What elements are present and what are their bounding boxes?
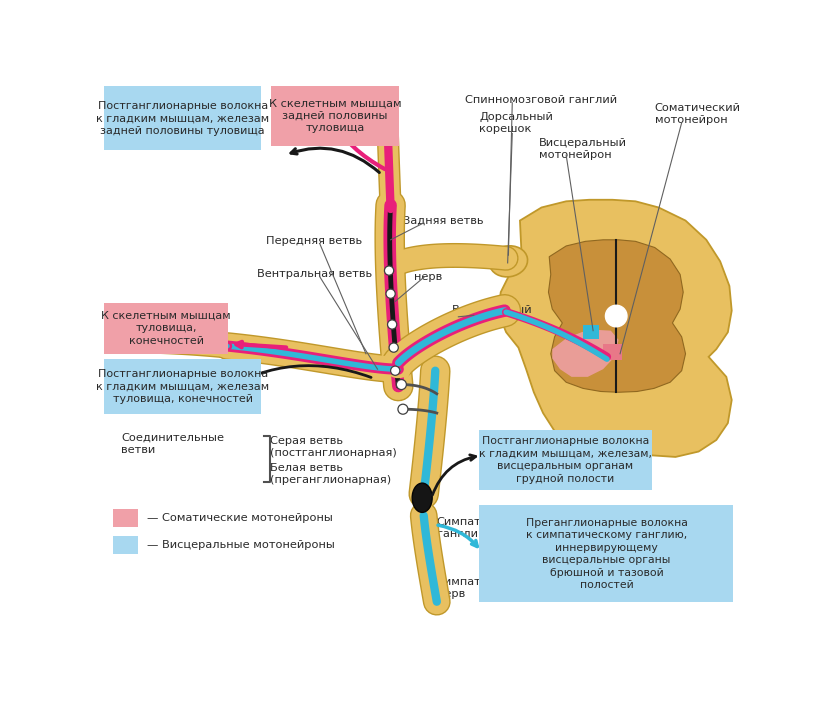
Text: Спинно-: Спинно- [413, 247, 462, 257]
Circle shape [387, 320, 397, 329]
Text: Задняя ветвь: Задняя ветвь [403, 215, 484, 225]
FancyBboxPatch shape [583, 325, 600, 339]
Circle shape [396, 380, 406, 390]
Text: мозговой: мозговой [413, 260, 470, 270]
Text: Постганглионарные волокна
к гладким мышцам, железам,
висцеральным органам
грудно: Постганглионарные волокна к гладким мышц… [479, 436, 652, 483]
Text: — Висцеральные мотонейроны: — Висцеральные мотонейроны [146, 540, 334, 550]
FancyBboxPatch shape [114, 509, 138, 527]
Text: корешок: корешок [452, 317, 505, 327]
FancyBboxPatch shape [603, 344, 622, 360]
Text: ганглий: ганглий [437, 529, 485, 539]
Circle shape [398, 404, 408, 414]
Text: (постганглионарная): (постганглионарная) [270, 448, 396, 458]
Ellipse shape [489, 246, 528, 277]
Text: нерв: нерв [413, 272, 442, 282]
Polygon shape [552, 330, 618, 377]
Text: Висцеральный: Висцеральный [539, 138, 627, 148]
Circle shape [605, 305, 627, 327]
Text: Соединительные: Соединительные [121, 433, 224, 443]
Text: Постганглионарные волокна
к гладким мышцам, железам
задней половины туловища: Постганглионарные волокна к гладким мышц… [96, 101, 270, 136]
Text: (преганглионарная): (преганглионарная) [270, 475, 391, 485]
FancyBboxPatch shape [479, 506, 734, 603]
Text: нерв: нерв [437, 589, 465, 599]
Text: Передняя ветвь: Передняя ветвь [266, 236, 362, 246]
Text: Вентральная ветвь: Вентральная ветвь [257, 269, 372, 279]
Text: Преганглионарные волокна
к симпатическому ганглию,
иннервирующему
висцеральные о: Преганглионарные волокна к симпатическом… [525, 518, 688, 590]
Text: Серая ветвь: Серая ветвь [270, 436, 342, 446]
Polygon shape [498, 199, 732, 462]
Text: Вентральный: Вентральный [452, 305, 533, 315]
Text: Белая ветвь: Белая ветвь [270, 463, 342, 473]
Circle shape [386, 289, 395, 298]
Text: Дорсальный: Дорсальный [479, 112, 553, 122]
Ellipse shape [412, 483, 432, 513]
FancyBboxPatch shape [271, 86, 399, 146]
Text: — Соматические мотонейроны: — Соматические мотонейроны [146, 513, 333, 523]
Circle shape [389, 343, 399, 352]
FancyBboxPatch shape [104, 359, 261, 414]
Text: корешок: корешок [479, 124, 532, 134]
FancyBboxPatch shape [104, 303, 228, 354]
Text: мотонейрон: мотонейрон [539, 150, 612, 160]
FancyBboxPatch shape [104, 86, 261, 150]
Text: К скелетным мышцам
туловища,
конечностей: К скелетным мышцам туловища, конечностей [101, 311, 231, 346]
Text: Постганглионарные волокна
к гладким мышцам, железам
туловища, конечностей: Постганглионарные волокна к гладким мышц… [96, 369, 270, 404]
Text: мотонейрон: мотонейрон [654, 115, 727, 125]
Text: Симпатический: Симпатический [437, 517, 530, 527]
Text: Спинномозговой ганглий: Спинномозговой ганглий [465, 95, 617, 105]
Text: К скелетным мышцам
задней половины
туловища: К скелетным мышцам задней половины тулов… [269, 99, 401, 133]
Text: Соматический: Соматический [654, 103, 741, 113]
Circle shape [391, 366, 400, 375]
Polygon shape [548, 240, 685, 393]
Circle shape [385, 266, 394, 275]
FancyBboxPatch shape [479, 430, 652, 490]
FancyBboxPatch shape [114, 536, 138, 554]
Text: Симпатический: Симпатический [437, 577, 530, 587]
Text: ветви: ветви [121, 445, 155, 455]
Circle shape [502, 254, 514, 266]
